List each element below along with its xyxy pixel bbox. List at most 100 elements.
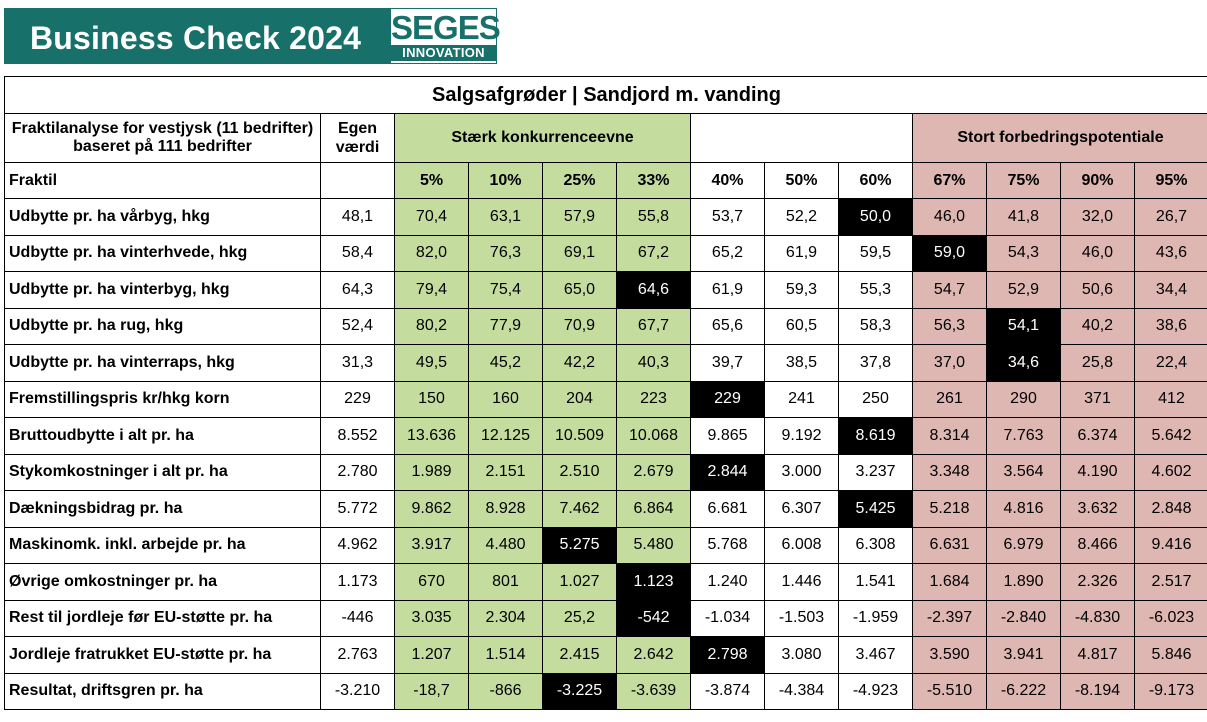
- fraktile-value: 4.190: [1060, 453, 1135, 491]
- fraktile-value: 1.890: [986, 563, 1061, 601]
- fraktile-value: 1.446: [764, 563, 839, 601]
- fraktile-value: 22,4: [1134, 344, 1207, 382]
- fraktile-value: 3.467: [838, 636, 913, 674]
- fraktile-value: 5.642: [1134, 417, 1207, 455]
- fraktile-value: 1.989: [394, 453, 469, 491]
- fraktile-value: 4.816: [986, 490, 1061, 528]
- fraktile-header: 25%: [542, 162, 617, 199]
- row-label: Resultat, driftsgren pr. ha: [4, 672, 321, 710]
- fraktile-header: 95%: [1134, 162, 1207, 199]
- egen-value: -446: [320, 599, 395, 637]
- fraktile-value-highlighted: 1.123: [616, 563, 691, 601]
- egen-value: 48,1: [320, 198, 395, 236]
- fraktile-value: 59,5: [838, 234, 913, 272]
- table-row: Rest til jordleje før EU-støtte pr. ha -4…: [4, 599, 1207, 637]
- fraktile-value: 41,8: [986, 198, 1061, 236]
- fraktile-value: 6.374: [1060, 417, 1135, 455]
- fraktile-value: 3.941: [986, 636, 1061, 674]
- fraktile-header: 10%: [468, 162, 543, 199]
- fraktile-value: 6.864: [616, 490, 691, 528]
- row-label: Udbytte pr. ha vårbyg, hkg: [4, 198, 321, 236]
- fraktile-value: 37,8: [838, 344, 913, 382]
- fraktile-value: -9.173: [1134, 672, 1207, 710]
- fraktile-header: 90%: [1060, 162, 1135, 199]
- table-row: Udbytte pr. ha vårbyg, hkg 48,1 70,4 63,1 57…: [4, 198, 1207, 236]
- table-row: Resultat, driftsgren pr. ha -3.210 -18,7 -8…: [4, 672, 1207, 710]
- fraktile-value: 241: [764, 380, 839, 418]
- fraktile-value: 55,3: [838, 271, 913, 309]
- fraktile-value: 40,2: [1060, 307, 1135, 345]
- fraktile-value: 3.348: [912, 453, 987, 491]
- fraktile-value-highlighted: 54,1: [986, 307, 1061, 345]
- table-row: Stykomkostninger i alt pr. ha 2.780 1.989 2…: [4, 453, 1207, 491]
- fraktile-value: 70,9: [542, 307, 617, 345]
- fraktile-value: 670: [394, 563, 469, 601]
- fraktile-value: 2.679: [616, 453, 691, 491]
- row-label: Udbytte pr. ha vinterbyg, hkg: [4, 271, 321, 309]
- fraktile-value: 223: [616, 380, 691, 418]
- fraktile-value: 7.763: [986, 417, 1061, 455]
- fraktile-value: 56,3: [912, 307, 987, 345]
- fraktile-value: 52,2: [764, 198, 839, 236]
- fraktile-value: 5.768: [690, 526, 765, 564]
- fraktile-value: 13.636: [394, 417, 469, 455]
- fraktile-value: 32,0: [1060, 198, 1135, 236]
- fraktile-value: 3.590: [912, 636, 987, 674]
- fraktile-value: 46,0: [912, 198, 987, 236]
- fraktile-value-highlighted: 8.619: [838, 417, 913, 455]
- table-row: Udbytte pr. ha vinterhvede, hkg 58,4 82,0 7…: [4, 234, 1207, 272]
- fraktile-value: 82,0: [394, 234, 469, 272]
- row-label: Bruttoudbytte i alt pr. ha: [4, 417, 321, 455]
- fraktile-value: 2.848: [1134, 490, 1207, 528]
- fraktile-header: 33%: [616, 162, 691, 199]
- group-strong-header: Stærk konkurrenceevne: [394, 113, 691, 163]
- egen-value: 4.962: [320, 526, 395, 564]
- fraktile-value: 6.308: [838, 526, 913, 564]
- fraktile-value: 61,9: [764, 234, 839, 272]
- fraktile-value: 65,2: [690, 234, 765, 272]
- fraktile-value: 1.541: [838, 563, 913, 601]
- fraktile-value: 65,0: [542, 271, 617, 309]
- egen-value: -3.210: [320, 672, 395, 710]
- fraktile-value: 67,7: [616, 307, 691, 345]
- fraktile-value: -8.194: [1060, 672, 1135, 710]
- seges-logo: SEGES INNOVATION: [390, 8, 501, 64]
- fraktile-value: 2.642: [616, 636, 691, 674]
- fraktile-value: 39,7: [690, 344, 765, 382]
- egen-value: 52,4: [320, 307, 395, 345]
- row-label: Udbytte pr. ha vinterraps, hkg: [4, 344, 321, 382]
- fraktile-value: 9.192: [764, 417, 839, 455]
- fraktile-value: 2.326: [1060, 563, 1135, 601]
- fraktile-value: 371: [1060, 380, 1135, 418]
- fraktile-value: 801: [468, 563, 543, 601]
- fraktile-value: 61,9: [690, 271, 765, 309]
- fraktile-value: 6.979: [986, 526, 1061, 564]
- table-title: Salgsafgrøder | Sandjord m. vanding: [4, 76, 1207, 114]
- fraktile-value: -1.034: [690, 599, 765, 637]
- fraktile-value: 69,1: [542, 234, 617, 272]
- fraktile-value: 160: [468, 380, 543, 418]
- fraktile-value: 54,3: [986, 234, 1061, 272]
- fraktile-value-highlighted: 64,6: [616, 271, 691, 309]
- fraktile-value: 5.846: [1134, 636, 1207, 674]
- fraktile-value: 34,4: [1134, 271, 1207, 309]
- table-row: Øvrige omkostninger pr. ha 1.173 670 801 1.0…: [4, 563, 1207, 601]
- fraktil-table: Salgsafgrøder | Sandjord m. vanding Frak…: [4, 76, 1207, 710]
- egen-value: 1.173: [320, 563, 395, 601]
- row-label: Udbytte pr. ha rug, hkg: [4, 307, 321, 345]
- fraktile-value: 204: [542, 380, 617, 418]
- fraktile-header: 5%: [394, 162, 469, 199]
- fraktile-value-highlighted: 229: [690, 380, 765, 418]
- fraktile-value: 38,6: [1134, 307, 1207, 345]
- table-row: Udbytte pr. ha vinterraps, hkg 31,3 49,5 45…: [4, 344, 1207, 382]
- fraktile-value: 6.681: [690, 490, 765, 528]
- fraktile-value: 7.462: [542, 490, 617, 528]
- fraktile-value: 77,9: [468, 307, 543, 345]
- fraktile-value: 45,2: [468, 344, 543, 382]
- fraktile-value: 3.080: [764, 636, 839, 674]
- fraktile-value: -4.384: [764, 672, 839, 710]
- fraktile-value: 3.917: [394, 526, 469, 564]
- table-row: Fremstillingspris kr/hkg korn 229 150 160 20…: [4, 380, 1207, 418]
- fraktil-egen-blank: [320, 162, 395, 199]
- fraktile-value: 9.416: [1134, 526, 1207, 564]
